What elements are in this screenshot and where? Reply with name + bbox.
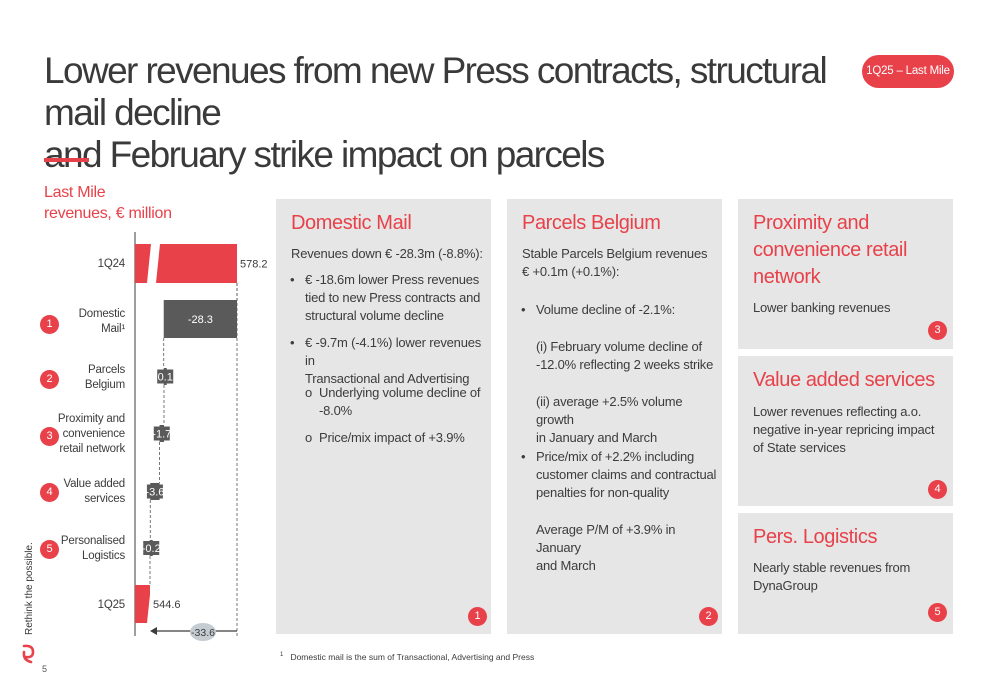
footnote-mark: 1	[280, 652, 284, 659]
panel-number-badge: 5	[928, 603, 947, 622]
panel-proximity-network: Proximity and convenience retail network L…	[738, 199, 953, 349]
delta-label-box	[143, 541, 160, 555]
row-number-badge: 2	[40, 370, 59, 389]
sub-bullet-text: Underlying volume decline of -8.0%	[319, 385, 481, 418]
category-label-domestic-mail: Domestic Mail¹	[78, 308, 126, 335]
panel-intro: Revenues down € -28.3m (-8.8%):	[291, 246, 483, 261]
panel-number-badge: 4	[928, 480, 947, 499]
delta-value-label: -28.3	[188, 314, 213, 326]
arrowhead-icon	[150, 627, 157, 635]
panel-title: Pers. Logistics	[753, 526, 878, 548]
total-change-label: -33.6	[191, 627, 215, 639]
sub-bullet-marker: o	[305, 430, 313, 445]
page-title: Lower revenues from new Press contracts,…	[44, 50, 844, 176]
sub-bullet-text: Price/mix impact of +3.9%	[319, 430, 465, 445]
total-bar	[135, 585, 150, 623]
panel-text: Lower revenues reflecting a.o. negative i…	[753, 404, 935, 455]
row-number-badge: 5	[40, 540, 59, 559]
delta-value-label: -1.7	[152, 429, 171, 441]
row-number-badge: 3	[40, 427, 59, 446]
panel-text: Nearly stable revenues from DynaGroup	[753, 560, 911, 593]
total-change-pill	[190, 623, 216, 641]
panel-number-badge: 1	[468, 607, 487, 626]
delta-value-label: -0.2	[142, 543, 161, 555]
category-label-personalised-logistics: Personalised Logistics	[60, 535, 125, 562]
delta-value-label: 0.1	[158, 372, 173, 384]
panel-number-badge: 2	[699, 607, 718, 626]
detail-text: (i) February volume decline of -12.0% ref…	[536, 339, 714, 372]
chart-title-line2: revenues, € million	[44, 205, 172, 222]
detail-text: Average P/M of +3.9% in January and March	[536, 522, 676, 573]
row-number-badge: 4	[40, 483, 59, 502]
total-value-label: 578.2	[240, 259, 268, 271]
category-label-parcels-belgium: Parcels Belgium	[84, 364, 125, 391]
panel-intro: Stable Parcels Belgium revenues € +0.1m (…	[522, 246, 708, 279]
panel-text: Lower banking revenues	[753, 300, 891, 315]
bullet-text: Price/mix of +2.2% including customer cla…	[536, 449, 717, 500]
axis-break-mark	[147, 244, 160, 283]
section-badge: 1Q25 – Last Mile	[862, 55, 954, 88]
category-label-value-added-services: Value added services	[63, 478, 125, 505]
bullet-dot: •	[521, 302, 526, 317]
brand-tagline: Rethink the possible.	[24, 542, 35, 635]
panel-title: Proximity and convenience retail network	[753, 212, 908, 288]
brand-logo-icon	[22, 644, 35, 664]
panel-title: Parcels Belgium	[522, 212, 661, 234]
delta-label-box	[153, 426, 170, 441]
bullet-text: € -18.6m lower Press revenues tied to new…	[305, 272, 481, 323]
panel-title: Domestic Mail	[291, 212, 412, 234]
row-number-badge: 1	[40, 315, 59, 334]
delta-label-box	[157, 369, 174, 384]
category-label-proximity: Proximity and convenience retail network	[57, 413, 125, 455]
delta-bar	[163, 300, 237, 338]
panel-pers-logistics: Pers. Logistics Nearly stable revenues f…	[738, 513, 953, 634]
panel-value-added-services: Value added services Lower revenues refl…	[738, 356, 953, 506]
page-number: 5	[42, 664, 48, 674]
category-label-1q25: 1Q25	[97, 599, 126, 611]
bullet-text: € -9.7m (-4.1%) lower revenues in Transac…	[305, 335, 482, 386]
detail-text: (ii) average +2.5% volume growth in Janua…	[536, 394, 683, 445]
page-title-line1: Lower revenues from new Press contracts,…	[44, 50, 828, 133]
chart-title-line1: Last Mile	[44, 184, 106, 201]
axis-break-mark	[147, 585, 160, 623]
bullet-dot: •	[290, 335, 295, 350]
footnote: 1 Domestic mail is the sum of Transactio…	[280, 652, 534, 662]
category-label-1q24: 1Q24	[97, 258, 126, 270]
bullet-dot: •	[290, 272, 295, 287]
delta-label-box	[146, 484, 163, 499]
total-value-label: 544.6	[153, 599, 181, 611]
panel-number-badge: 3	[928, 321, 947, 340]
panel-domestic-mail: Domestic Mail Revenues down € -28.3m (-8…	[276, 199, 491, 634]
footnote-text: Domestic mail is the sum of Transactiona…	[290, 652, 535, 662]
delta-value-label: -3.6	[145, 487, 164, 499]
bullet-text: Volume decline of -2.1%:	[536, 302, 676, 317]
chart-title: Last Mile revenues, € million	[44, 182, 172, 224]
panel-parcels-belgium: Parcels Belgium Stable Parcels Belgium r…	[507, 199, 722, 634]
bullet-dot: •	[521, 449, 526, 464]
title-underline	[44, 158, 89, 162]
sub-bullet-marker: o	[305, 385, 313, 400]
page-title-line2: and February strike impact on parcels	[44, 134, 605, 175]
panel-title: Value added services	[753, 369, 935, 391]
